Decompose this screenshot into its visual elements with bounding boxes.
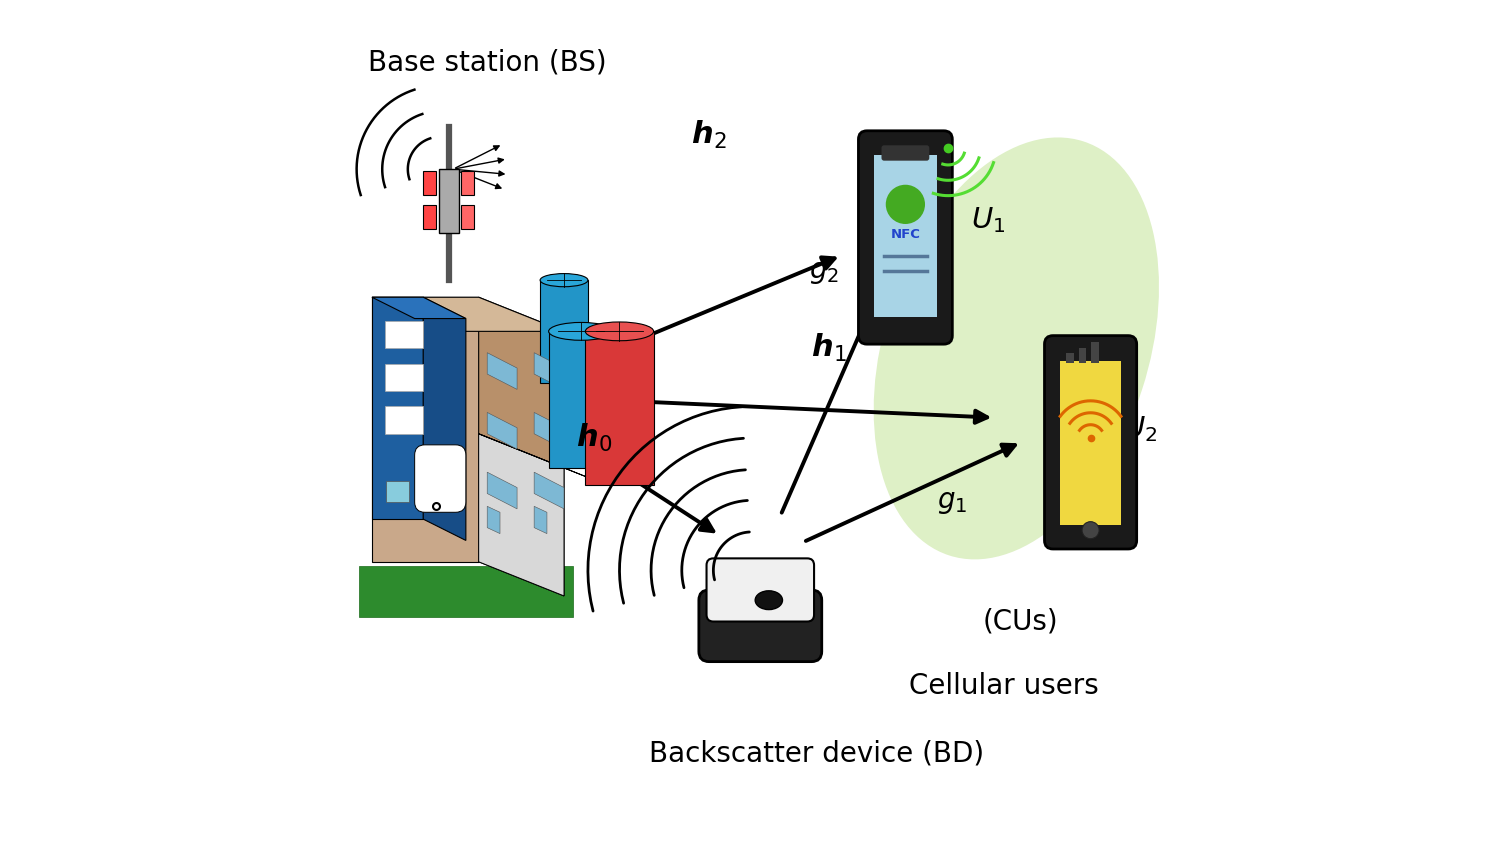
FancyBboxPatch shape — [1060, 362, 1121, 525]
Text: Cellular users: Cellular users — [909, 672, 1099, 699]
Polygon shape — [372, 297, 466, 319]
Polygon shape — [384, 406, 423, 434]
Text: $U_1$: $U_1$ — [972, 205, 1006, 235]
FancyBboxPatch shape — [423, 171, 437, 195]
Text: $\boldsymbol{h}_1$: $\boldsymbol{h}_1$ — [810, 332, 846, 364]
Circle shape — [885, 185, 925, 224]
Polygon shape — [487, 412, 517, 449]
Text: Backscatter device (BD): Backscatter device (BD) — [649, 740, 985, 768]
Polygon shape — [487, 353, 517, 389]
Text: (CUs): (CUs) — [982, 607, 1058, 636]
Polygon shape — [478, 434, 607, 485]
FancyBboxPatch shape — [882, 145, 930, 161]
Polygon shape — [372, 297, 423, 519]
Polygon shape — [534, 472, 564, 509]
Text: $U_2$: $U_2$ — [1123, 415, 1157, 444]
Polygon shape — [540, 280, 588, 382]
FancyBboxPatch shape — [460, 205, 474, 229]
FancyBboxPatch shape — [438, 169, 459, 233]
Ellipse shape — [540, 273, 588, 287]
Text: $\boldsymbol{h}_0$: $\boldsymbol{h}_0$ — [576, 422, 611, 454]
Polygon shape — [487, 506, 499, 533]
Text: Base station (BS): Base station (BS) — [368, 48, 607, 76]
Polygon shape — [387, 481, 408, 502]
Polygon shape — [549, 332, 613, 468]
Polygon shape — [372, 297, 564, 332]
Polygon shape — [372, 297, 478, 562]
Ellipse shape — [586, 322, 653, 341]
Polygon shape — [534, 353, 564, 389]
Polygon shape — [487, 472, 517, 509]
Polygon shape — [384, 363, 423, 391]
Polygon shape — [586, 332, 653, 485]
FancyBboxPatch shape — [858, 131, 952, 344]
Text: $g_1$: $g_1$ — [937, 488, 967, 516]
Polygon shape — [423, 297, 466, 540]
FancyBboxPatch shape — [414, 445, 466, 512]
Text: $\boldsymbol{h}_2$: $\boldsymbol{h}_2$ — [691, 119, 727, 151]
Polygon shape — [534, 412, 564, 449]
FancyBboxPatch shape — [1078, 348, 1087, 363]
Ellipse shape — [873, 137, 1159, 559]
FancyBboxPatch shape — [1045, 336, 1136, 549]
Polygon shape — [359, 566, 573, 618]
FancyBboxPatch shape — [873, 155, 937, 317]
FancyBboxPatch shape — [423, 205, 437, 229]
FancyBboxPatch shape — [1066, 353, 1073, 363]
FancyBboxPatch shape — [707, 558, 815, 622]
FancyBboxPatch shape — [1091, 343, 1099, 363]
Ellipse shape — [549, 322, 613, 340]
Polygon shape — [478, 434, 564, 596]
Ellipse shape — [755, 591, 782, 610]
Text: NFC: NFC — [891, 228, 921, 241]
Polygon shape — [534, 506, 547, 533]
FancyBboxPatch shape — [460, 171, 474, 195]
Text: $g_2$: $g_2$ — [809, 258, 839, 285]
Polygon shape — [419, 481, 437, 502]
FancyBboxPatch shape — [698, 590, 822, 661]
Polygon shape — [478, 297, 564, 596]
Polygon shape — [384, 321, 423, 349]
Circle shape — [1082, 521, 1099, 539]
